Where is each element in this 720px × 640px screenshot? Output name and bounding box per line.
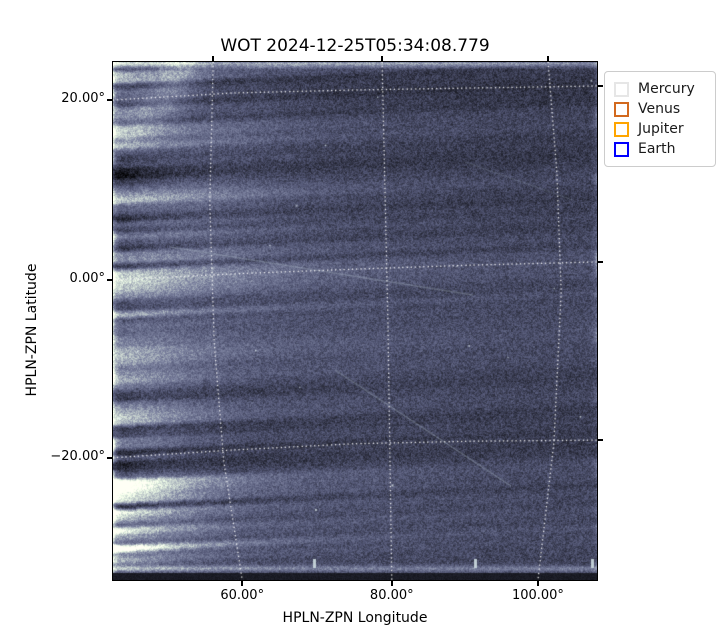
plot-area — [112, 61, 598, 581]
x-tick-label: 60.00° — [220, 588, 265, 603]
legend-entry: Earth — [614, 139, 706, 159]
x-axis-label: HPLN-ZPN Longitude — [282, 610, 428, 626]
x-tick-bottom — [241, 581, 244, 586]
planet-marker-icon — [614, 121, 629, 137]
y-tick-left — [107, 279, 112, 282]
legend-entry: Jupiter — [614, 119, 706, 139]
y-tick-right — [598, 84, 603, 87]
sky-image-canvas — [113, 62, 597, 580]
y-tick-right — [598, 260, 603, 263]
x-tick-top — [212, 56, 215, 61]
x-tick-bottom — [390, 581, 393, 586]
x-tick-top — [547, 56, 550, 61]
y-tick-label: 20.00° — [61, 91, 105, 107]
y-tick-right — [598, 439, 603, 442]
legend-label: Earth — [638, 141, 676, 157]
legend-label: Mercury — [638, 81, 695, 97]
legend-entry: Mercury — [614, 79, 706, 99]
planet-marker-icon — [614, 141, 629, 157]
x-tick-bottom — [536, 581, 539, 586]
y-tick-left — [107, 99, 112, 102]
y-tick-label: 0.00° — [69, 271, 105, 287]
planet-marker-icon — [614, 81, 629, 97]
y-tick-label: −20.00° — [50, 448, 105, 464]
legend-label: Jupiter — [638, 121, 684, 137]
x-tick-label: 80.00° — [369, 588, 414, 603]
plot-title: WOT 2024-12-25T05:34:08.779 — [220, 36, 490, 56]
x-tick-top — [381, 56, 384, 61]
planet-marker-icon — [614, 101, 629, 117]
legend: Mercury Venus Jupiter Earth — [604, 71, 716, 167]
legend-label: Venus — [638, 101, 681, 117]
x-tick-label: 100.00° — [511, 588, 564, 603]
y-tick-left — [107, 456, 112, 459]
legend-entry: Venus — [614, 99, 706, 119]
